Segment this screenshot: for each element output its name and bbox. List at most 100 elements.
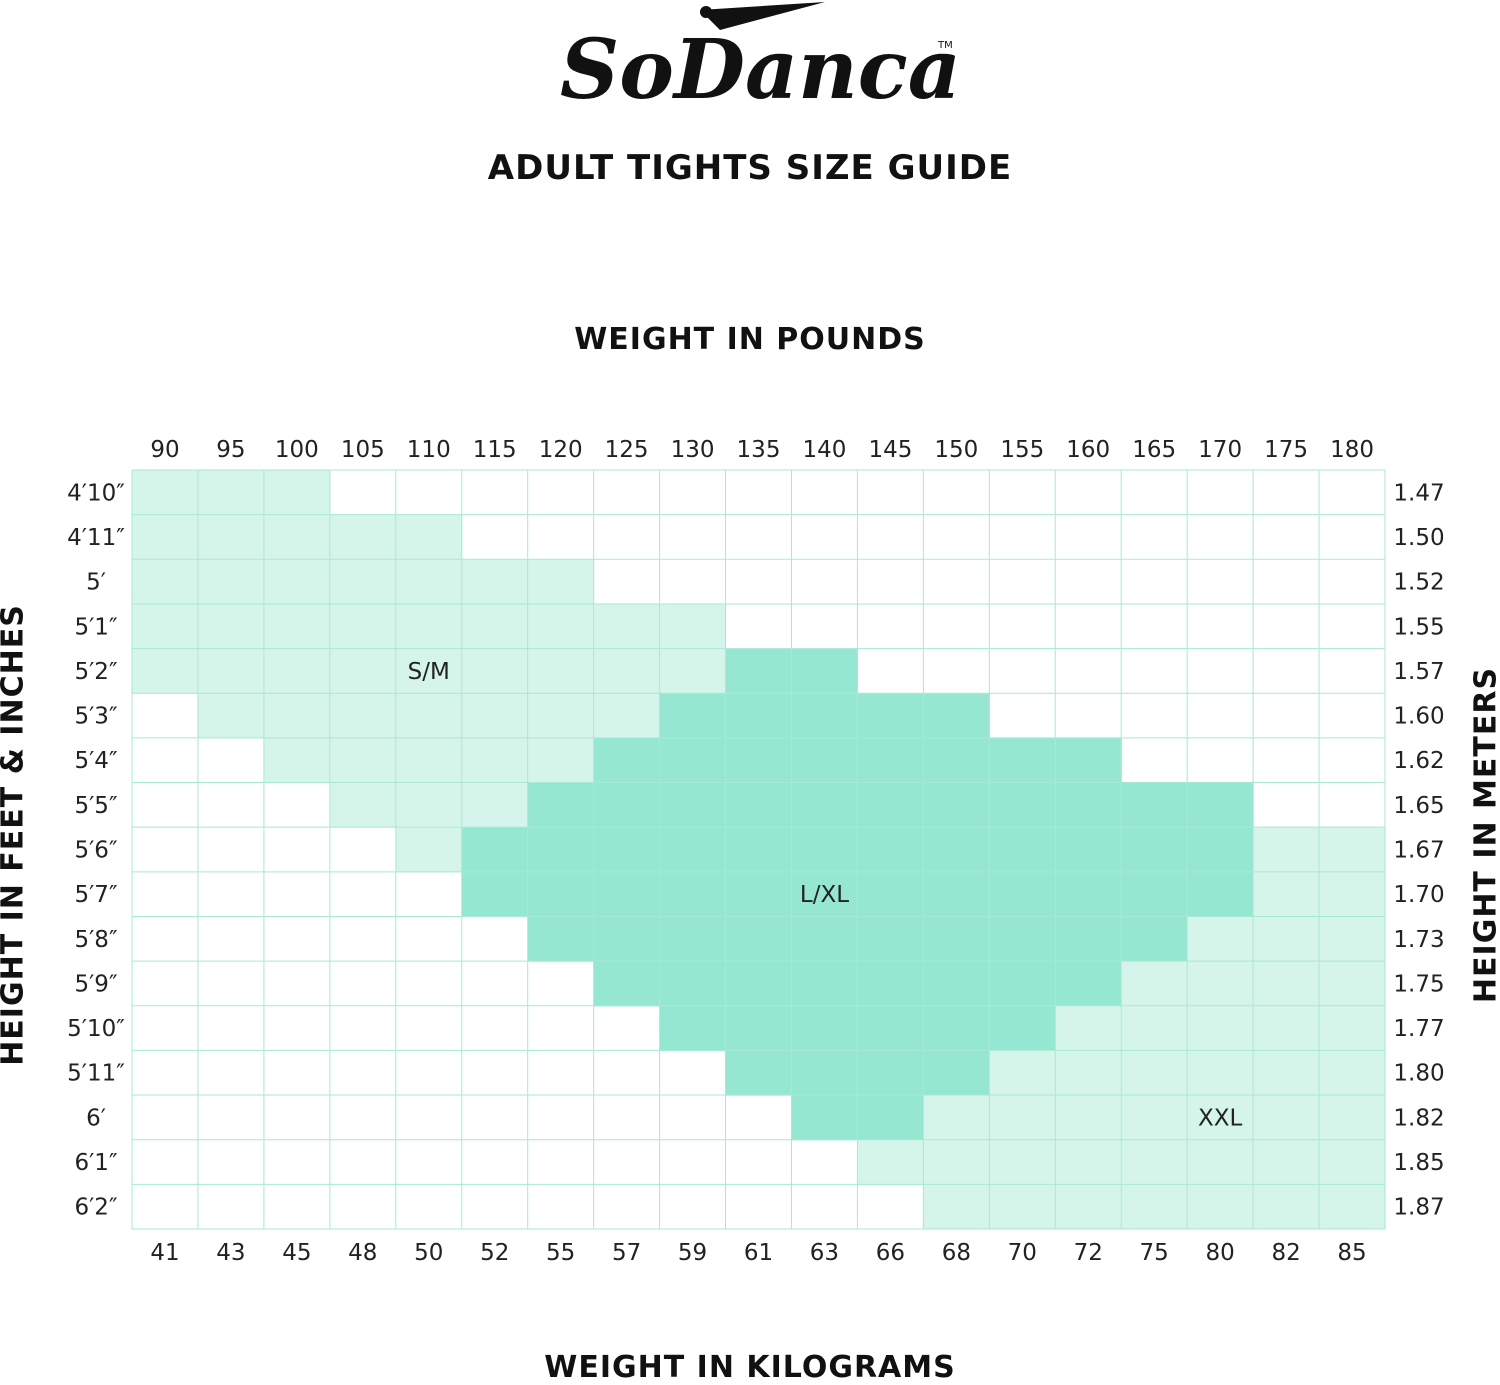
size-cell-lxl	[989, 916, 1056, 962]
size-cell-lxl	[857, 827, 924, 873]
size-cell-xxl	[1319, 871, 1386, 918]
size-cell-xxl	[1253, 961, 1320, 1007]
size-cell-xxl	[989, 1050, 1056, 1096]
size-cell-lxl	[791, 782, 859, 828]
size-cell-lxl	[725, 871, 793, 918]
size-cell-lxl	[989, 737, 1056, 784]
size-cell-xxl	[857, 1139, 924, 1185]
tick-label-kilograms: 57	[612, 1240, 641, 1266]
size-cell-xxl	[1187, 1005, 1254, 1052]
size-label-lxl: L/XL	[800, 882, 849, 908]
size-cell-xxl	[989, 1139, 1056, 1185]
size-cell-lxl	[989, 871, 1056, 918]
size-cell-lxl	[725, 961, 793, 1007]
size-cell-xxl	[1319, 1050, 1386, 1096]
size-cell-lxl	[527, 782, 595, 828]
size-cell-lxl	[923, 1005, 990, 1052]
size-cell-lxl	[593, 827, 661, 873]
size-cell-sm	[395, 514, 463, 560]
tick-label-kilograms: 45	[282, 1240, 311, 1266]
tick-label-kilograms: 63	[810, 1240, 839, 1266]
size-cell-sm	[329, 737, 397, 784]
page-title: ADULT TIGHTS SIZE GUIDE	[487, 148, 1013, 188]
size-cell-sm	[132, 514, 199, 560]
tick-label-kilograms: 48	[348, 1240, 377, 1266]
tick-label-pounds: 140	[802, 437, 846, 463]
size-cell-lxl	[857, 1050, 924, 1096]
size-cell-sm	[329, 559, 397, 605]
size-cell-sm	[263, 648, 331, 694]
size-cell-lxl	[989, 827, 1056, 873]
tick-label-feet-inches: 5′6″	[74, 838, 117, 864]
size-cell-sm	[527, 737, 595, 784]
size-cell-sm	[197, 514, 265, 560]
tick-label-kilograms: 82	[1271, 1240, 1300, 1266]
size-cell-xxl	[1055, 1139, 1122, 1185]
size-cell-lxl	[989, 782, 1056, 828]
size-cell-lxl	[593, 782, 661, 828]
size-cell-xxl	[1121, 1050, 1188, 1096]
size-cell-lxl	[593, 916, 661, 962]
size-cell-lxl	[659, 827, 727, 873]
tick-label-kilograms: 75	[1140, 1240, 1169, 1266]
size-cell-sm	[197, 603, 265, 650]
size-cell-xxl	[989, 1184, 1056, 1230]
tick-label-pounds: 160	[1066, 437, 1110, 463]
size-label-sm: S/M	[408, 659, 450, 685]
size-cell-sm	[395, 559, 463, 605]
tick-label-meters: 1.57	[1393, 659, 1444, 685]
size-cell-lxl	[791, 916, 859, 962]
tick-label-pounds: 100	[275, 437, 319, 463]
tick-label-feet-inches: 6′2″	[74, 1195, 117, 1221]
size-cell-sm	[329, 514, 397, 560]
size-cell-lxl	[1121, 827, 1188, 873]
tick-label-pounds: 155	[1000, 437, 1044, 463]
size-cell-lxl	[857, 737, 924, 784]
size-cell-xxl	[1319, 961, 1386, 1007]
size-cell-sm	[593, 648, 661, 694]
dancer-swoosh-icon	[700, 2, 825, 30]
tick-label-feet-inches: 5′	[86, 570, 106, 596]
tick-label-pounds: 90	[150, 437, 179, 463]
size-cell-lxl	[791, 1005, 859, 1052]
tick-label-kilograms: 85	[1337, 1240, 1366, 1266]
size-cell-xxl	[1319, 916, 1386, 962]
size-cell-xxl	[1319, 827, 1386, 873]
size-cell-xxl	[1121, 1139, 1188, 1185]
size-cell-sm	[263, 603, 331, 650]
size-cell-lxl	[461, 871, 529, 918]
size-cell-sm	[132, 559, 199, 605]
tick-label-pounds: 135	[737, 437, 781, 463]
size-cell-sm	[395, 603, 463, 650]
tick-label-feet-inches: 5′7″	[74, 882, 117, 908]
size-cell-sm	[395, 648, 463, 694]
tick-label-kilograms: 80	[1205, 1240, 1234, 1266]
size-cell-lxl	[725, 827, 793, 873]
size-cell-xxl	[1253, 827, 1320, 873]
size-cell-lxl	[1187, 827, 1254, 873]
size-cell-lxl	[659, 1005, 727, 1052]
tick-label-meters: 1.77	[1393, 1016, 1444, 1042]
size-cell-lxl	[791, 648, 859, 694]
size-cell-sm	[197, 559, 265, 605]
size-cell-sm	[263, 470, 331, 516]
size-cell-sm	[527, 648, 595, 694]
size-cell-xxl	[1253, 1184, 1320, 1230]
size-cell-lxl	[923, 737, 990, 784]
size-cell-lxl	[989, 961, 1056, 1007]
size-cell-lxl	[791, 737, 859, 784]
size-cell-sm	[329, 603, 397, 650]
size-cell-sm	[263, 737, 331, 784]
tick-label-pounds: 180	[1330, 437, 1374, 463]
tick-label-meters: 1.47	[1393, 480, 1444, 506]
size-cell-lxl	[725, 1050, 793, 1096]
tick-label-pounds: 125	[605, 437, 649, 463]
tick-label-feet-inches: 6′	[86, 1105, 106, 1131]
size-cell-sm	[197, 648, 265, 694]
tick-label-kilograms: 68	[942, 1240, 971, 1266]
size-cell-xxl	[1319, 1139, 1386, 1185]
tick-label-pounds: 105	[341, 437, 385, 463]
size-cell-xxl	[1253, 1139, 1320, 1185]
size-cell-sm	[329, 782, 397, 828]
